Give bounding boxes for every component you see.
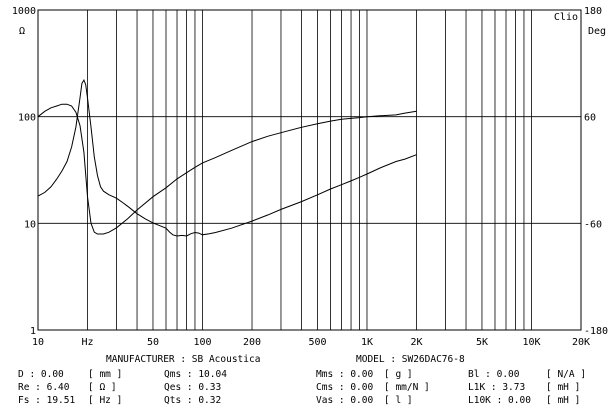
y-axis-right-label: Deg [588,26,606,37]
param-fs: Fs : 19.51 [18,395,76,406]
y-axis-left-label: Ω [19,26,25,37]
x-tick-label: 10K [522,337,540,348]
y-right-tick-label: 60 [584,113,596,124]
x-tick-label: 1K [361,337,373,348]
y-axis-right-ticks: 180 60 -60 -180 [584,6,608,337]
param-mms: Mms : 0.00 [316,369,374,380]
chart-grid [38,10,581,330]
x-tick-label: 100 [193,337,211,348]
x-tick-label: 5K [476,337,488,348]
param-d: D : 0.00 [18,369,64,380]
x-tick-label: 50 [147,337,159,348]
param-qes: Qes : 0.33 [164,382,222,393]
unit-re: [ Ω ] [88,382,117,393]
param-l1k: L1K : 3.73 [468,382,526,393]
model-label: MODEL : SW26DAC76-8 [356,354,465,365]
param-qms: Qms : 10.04 [164,369,227,380]
unit-d: [ mm ] [88,369,123,380]
x-tick-label: 10 [32,337,44,348]
chart-series [37,78,417,237]
driver-parameters: MANUFACTURER : SB Acoustica MODEL : SW26… [0,352,611,408]
y-left-tick-label: 100 [18,113,36,124]
y-left-tick-label: 1 [30,326,36,337]
plot-frame [37,9,582,331]
x-tick-label: 500 [308,337,326,348]
y-right-tick-label: 180 [584,6,602,17]
y-left-tick-label: 10 [24,219,36,230]
x-tick-label: 2K [410,337,422,348]
param-l10k: L10K : 0.00 [468,395,531,406]
param-re: Re : 6.40 [18,382,70,393]
manufacturer-label: MANUFACTURER : SB Acoustica [106,354,261,365]
series-phase-line [37,103,417,235]
y-right-tick-label: -60 [584,219,602,230]
y-right-tick-label: -180 [584,326,608,337]
series-impedance-line [37,78,417,237]
unit-bl: [ N/A ] [546,369,587,380]
unit-mms: [ g ] [384,369,413,380]
x-tick-label: 200 [243,337,261,348]
unit-vas: [ l ] [384,395,413,406]
unit-l10k: [ mH ] [546,395,581,406]
param-vas: Vas : 0.00 [316,395,374,406]
clio-brand-label: Clio [554,12,578,23]
unit-fs: [ Hz ] [88,395,123,406]
x-axis-ticks: 10 Hz 50 100 200 500 1K 2K 5K 10K 20K [32,337,590,348]
y-left-tick-label: 1000 [12,6,36,17]
x-tick-label: 20K [572,337,590,348]
unit-l1k: [ mH ] [546,382,581,393]
unit-cms: [ mm/N ] [384,382,430,393]
param-qts: Qts : 0.32 [164,395,222,406]
x-tick-label: Hz [81,337,93,348]
y-axis-left-ticks: 1000 100 10 1 [12,6,36,337]
param-bl: Bl : 0.00 [468,369,520,380]
param-cms: Cms : 0.00 [316,382,374,393]
